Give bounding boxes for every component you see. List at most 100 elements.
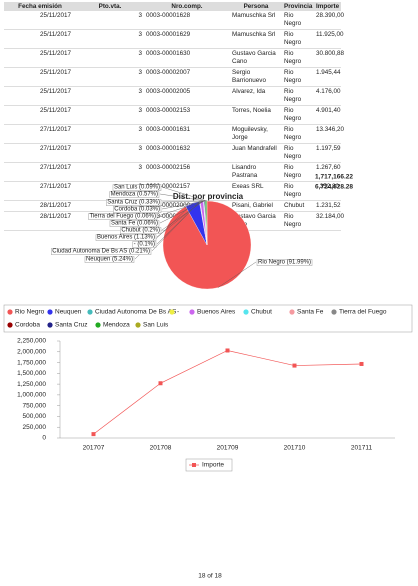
table-cell: 0003-00002157	[144, 181, 230, 201]
pie-label: San Luis (0.09%)	[114, 185, 160, 191]
column-header: Persona	[230, 2, 282, 11]
table-cell: 1.197,59	[314, 143, 341, 163]
table-cell: 1.231,52	[314, 200, 341, 212]
legend-label: Importe	[202, 462, 224, 469]
pie-label: - (0.1%)	[134, 242, 155, 248]
table-row: 27/11/2017 3 0003-00001632 Juan Mandrafell R…	[4, 143, 341, 163]
legend-label: San Luis	[143, 322, 169, 329]
legend-swatch	[95, 322, 101, 328]
table-cell: 0003-00001631	[144, 124, 230, 144]
leader-line	[157, 200, 205, 217]
legend-swatch	[47, 322, 53, 328]
legend-swatch	[169, 309, 175, 315]
legend-swatch	[87, 309, 93, 315]
y-tick-label: 2,250,000	[17, 338, 46, 345]
legend-box	[3, 304, 413, 333]
table-cell: 30.800,88	[314, 48, 344, 68]
pie-label: Tierra del Fuego (0.06%)	[90, 214, 156, 220]
legend-label: Mendoza	[103, 322, 130, 329]
pie-label: Santa Cruz (0.33%)	[107, 200, 160, 206]
table-cell: 25/11/2017	[4, 29, 76, 49]
pie-label: Cordoba (0.03%)	[114, 207, 160, 213]
chart-title: Dist. por provincia	[173, 192, 244, 201]
x-tick-label: 201710	[284, 445, 306, 452]
pie-label: Chubut (0.2%)	[121, 228, 160, 234]
table-cell: 27/11/2017	[4, 162, 76, 182]
legend-swatch	[192, 463, 196, 467]
table-cell: 0003-00002156	[144, 162, 230, 182]
table-cell: 0003-00001629	[144, 29, 230, 49]
table-cell: 3	[76, 67, 144, 87]
label-box	[112, 184, 162, 191]
table-row: 27/11/2017 3 0003-00002156 Lisandro Pastran…	[4, 162, 341, 182]
table-cell: 3	[76, 162, 144, 182]
table-cell: 0003-00002153	[144, 105, 230, 125]
point	[225, 348, 230, 353]
legend-swatch	[243, 309, 249, 315]
y-tick-label: 1,250,000	[17, 381, 46, 388]
table-cell: 3	[76, 86, 144, 106]
table-cell: 0003-00001630	[144, 48, 230, 68]
column-header: Fecha emisión	[4, 2, 76, 11]
table-cell: 0003-00002005	[144, 86, 230, 106]
table-cell: Torres, Noelia	[230, 105, 282, 125]
table-cell: 11.925,00	[314, 29, 344, 49]
legend-label: -	[177, 309, 179, 316]
table-cell: 0003-00002007	[144, 67, 230, 87]
table-cell: 0003-00001632	[144, 143, 230, 163]
legend-swatch	[189, 309, 195, 315]
x-tick-label: 201707	[83, 445, 105, 452]
legend-box	[185, 458, 233, 472]
y-tick-label: 1,750,000	[17, 359, 46, 366]
leader-line	[156, 201, 202, 238]
table-cell: 32.184,00	[314, 211, 344, 231]
y-tick-label: 250,000	[23, 424, 47, 431]
leader-line	[161, 200, 205, 210]
label-box	[106, 199, 162, 206]
y-tick-label: 500,000	[23, 413, 47, 420]
legend-label: Santa Fe	[297, 309, 324, 316]
legend-swatch	[7, 322, 13, 328]
table-cell: Exeas SRL	[230, 181, 282, 201]
table-cell: 13.346,20	[314, 124, 344, 144]
pie-label: Ciudad Autonoma De Bs AS (0.21%)	[52, 249, 150, 255]
table-cell: 352,80	[314, 181, 341, 201]
table-cell: Mamuschka Srl	[230, 11, 282, 30]
table-cell: Juan Mandrafell	[230, 143, 282, 163]
pie-label: Buenos Aires (1.13%)	[97, 235, 155, 241]
column-header: Provincia	[282, 2, 314, 11]
x-tick-label: 201711	[351, 445, 373, 452]
legend-swatch	[135, 322, 141, 328]
header-row: Fecha emisión Pto.vta. Nro.comp. Persona Pro…	[4, 2, 341, 11]
table-cell: 3	[76, 11, 144, 30]
series-line	[93, 350, 362, 435]
leader-line	[161, 200, 204, 231]
x-tick-label: 201708	[150, 445, 172, 452]
legend-label: Chubut	[251, 309, 272, 316]
label-box	[95, 234, 157, 241]
legend-label: Tierra del Fuego	[339, 309, 387, 316]
x-tick-label: 201709	[217, 445, 239, 452]
table-row: 25/11/2017 3 0003-00002007 Sergio Barrionue…	[4, 67, 341, 87]
legend-swatch	[7, 309, 13, 315]
table-cell: Rio Negro	[282, 143, 314, 163]
table-cell: 25/11/2017	[4, 105, 76, 125]
table-cell: Rio Negro	[282, 124, 314, 144]
table-cell: 25/11/2017	[4, 11, 76, 30]
point	[91, 432, 96, 437]
point	[158, 381, 163, 386]
table-row: 25/11/2017 3 0003-00002005 Alvarez, Ida Rio …	[4, 86, 341, 106]
table-cell: 28.390,00	[314, 11, 344, 30]
pie-label: Rio Negro (91.99%)	[258, 260, 311, 266]
table-cell: 4.901,40	[314, 105, 341, 125]
pie-label: Neuquen (5.24%)	[86, 257, 133, 263]
table-cell: Rio Negro	[282, 162, 314, 182]
total: 1,717,166.22	[315, 174, 353, 181]
leader-line	[159, 193, 206, 202]
legend-label: Santa Cruz	[55, 322, 88, 329]
label-box	[84, 256, 135, 263]
table-row: 25/11/2017 3 0003-00001630 Gustavo Garcia C…	[4, 48, 344, 68]
table-cell: Rio Negro	[282, 29, 314, 49]
